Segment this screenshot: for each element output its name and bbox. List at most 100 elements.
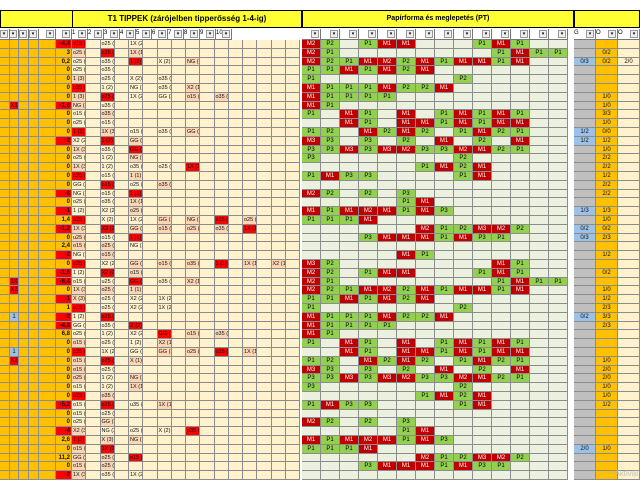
filter-header-cell[interactable]: 6 ▾ (152, 29, 168, 40)
result-cell (618, 172, 640, 181)
tip-cell (86, 392, 101, 401)
filter-dropdown-icon[interactable]: ▾ (142, 30, 150, 38)
filter-header-cell[interactable]: ▾ (39, 29, 56, 40)
tip-cell: 1X (2) (129, 40, 144, 49)
filter-header-cell[interactable]: ▾ (56, 29, 72, 40)
filter-dropdown-icon[interactable]: ▾ (558, 30, 566, 38)
pt-cell: M2 (378, 286, 397, 296)
filter-header-cell[interactable]: ▾ (321, 29, 340, 40)
filter-dropdown-icon[interactable]: ▾ (174, 30, 182, 38)
filter-header-cell[interactable]: ▾ (435, 29, 454, 40)
filter-dropdown-icon[interactable]: ▾ (29, 30, 37, 38)
tip-cell (129, 66, 144, 76)
side-cell (0, 145, 10, 155)
filter-header-cell[interactable]: ▾ (549, 29, 568, 40)
filter-dropdown-icon[interactable]: ▾ (608, 30, 616, 38)
filter-header-cell[interactable]: 8 ▾ (184, 29, 200, 40)
filter-header-cell[interactable]: ▾ (454, 29, 473, 40)
filter-dropdown-icon[interactable]: ▾ (206, 30, 214, 38)
filter-header-cell[interactable]: 3 ▾ (104, 29, 120, 40)
filter-dropdown-icon[interactable]: ▾ (463, 30, 471, 38)
tip-cell (214, 304, 229, 313)
filter-dropdown-icon[interactable]: ▾ (158, 30, 166, 38)
filter-header-cell[interactable]: 7 ▾ (168, 29, 184, 40)
tip-cell: 1X (2) (157, 295, 172, 304)
pt-cell: P1 (359, 119, 378, 128)
filter-header-cell[interactable]: ▾ (359, 29, 378, 40)
pt-cell (511, 409, 530, 419)
tip-cell (171, 444, 186, 454)
filter-header-cell[interactable]: O ▾ (596, 29, 618, 40)
filter-dropdown-icon[interactable]: ▾ (425, 30, 433, 38)
tip-cell (86, 40, 101, 49)
filter-header-cell[interactable]: ▾ (416, 29, 435, 40)
filter-header-cell[interactable]: ▾ (492, 29, 511, 40)
pt-cell (321, 180, 340, 190)
filter-dropdown-icon[interactable]: ▾ (46, 30, 54, 38)
filter-header-cell[interactable]: 5 ▾ (136, 29, 152, 40)
pt-cell: P3 (397, 189, 416, 199)
tip-cell (257, 172, 272, 181)
pt-cell (530, 75, 549, 84)
filter-header-cell[interactable]: G ▾ (574, 29, 596, 40)
filter-header-cell[interactable]: 9 ▾ (200, 29, 216, 40)
pt-cell: P3 (321, 136, 340, 146)
filter-header-cell[interactable]: 1 ▾ (72, 29, 88, 40)
filter-dropdown-icon[interactable]: ▾ (126, 30, 134, 38)
tip-cell (114, 268, 129, 278)
side-cell (0, 242, 10, 252)
pt-cell (321, 110, 340, 120)
filter-dropdown-icon[interactable]: ▾ (311, 30, 319, 38)
pt-cell: P1 (359, 312, 378, 322)
filter-dropdown-icon[interactable]: ▾ (444, 30, 452, 38)
pt-cell (454, 409, 473, 419)
tip-cell (143, 207, 158, 216)
filter-header-cell[interactable]: 2 ▾ (88, 29, 104, 40)
pt-cell (454, 260, 473, 269)
filter-header-cell[interactable]: ▾ (10, 29, 19, 40)
filter-dropdown-icon[interactable]: ▾ (387, 30, 395, 38)
result-cell (618, 136, 640, 146)
filter-dropdown-icon[interactable]: ▾ (110, 30, 118, 38)
pt-cell (435, 400, 454, 410)
filter-dropdown-icon[interactable]: ▾ (190, 30, 198, 38)
tip-cell: o35 (1) (100, 110, 115, 120)
filter-dropdown-icon[interactable]: ▾ (501, 30, 509, 38)
filter-header-cell[interactable]: ▾ (19, 29, 29, 40)
filter-dropdown-icon[interactable]: ▾ (539, 30, 547, 38)
side-cell (39, 365, 56, 375)
filter-header-cell[interactable]: 10 ▾ (216, 29, 232, 40)
filter-header-cell[interactable]: ▾ (511, 29, 530, 40)
filter-dropdown-icon[interactable]: ▾ (94, 30, 102, 38)
filter-header-cell[interactable]: ▾ (397, 29, 416, 40)
filter-header-cell[interactable]: ▾ (473, 29, 492, 40)
filter-header-cell[interactable]: ▾ (530, 29, 549, 40)
filter-dropdown-icon[interactable]: ▾ (10, 30, 17, 38)
filter-dropdown-icon[interactable]: ▾ (222, 30, 230, 38)
tip-cell: o25 (2) (72, 260, 87, 269)
filter-header-cell[interactable]: ▾ (378, 29, 397, 40)
side-cell (29, 418, 39, 428)
filter-header-cell[interactable]: ▾ (29, 29, 39, 40)
filter-dropdown-icon[interactable]: ▾ (406, 30, 414, 38)
filter-dropdown-icon[interactable]: ▾ (482, 30, 490, 38)
filter-dropdown-icon[interactable]: ▾ (586, 30, 594, 38)
filter-dropdown-icon[interactable]: ▾ (330, 30, 338, 38)
filter-dropdown-icon[interactable]: ▾ (62, 30, 70, 38)
filter-header-cell[interactable]: ▾ (0, 29, 10, 40)
filter-header-cell[interactable]: O ▾ (618, 29, 640, 40)
filter-dropdown-icon[interactable]: ▾ (520, 30, 528, 38)
pt-cell: M1 (492, 348, 511, 357)
filter-dropdown-icon[interactable]: ▾ (630, 30, 638, 38)
filter-header-cell[interactable]: ▾ (340, 29, 359, 40)
filter-header-cell[interactable]: ▾ (302, 29, 321, 40)
pt-cell: M2 (454, 145, 473, 155)
filter-dropdown-icon[interactable]: ▾ (78, 30, 86, 38)
filter-header-cell[interactable]: 4 ▾ (120, 29, 136, 40)
filter-dropdown-icon[interactable]: ▾ (19, 30, 27, 38)
side-cell (10, 374, 19, 384)
filter-dropdown-icon[interactable]: ▾ (349, 30, 357, 38)
filter-dropdown-icon[interactable]: ▾ (0, 30, 8, 38)
filter-dropdown-icon[interactable]: ▾ (368, 30, 376, 38)
